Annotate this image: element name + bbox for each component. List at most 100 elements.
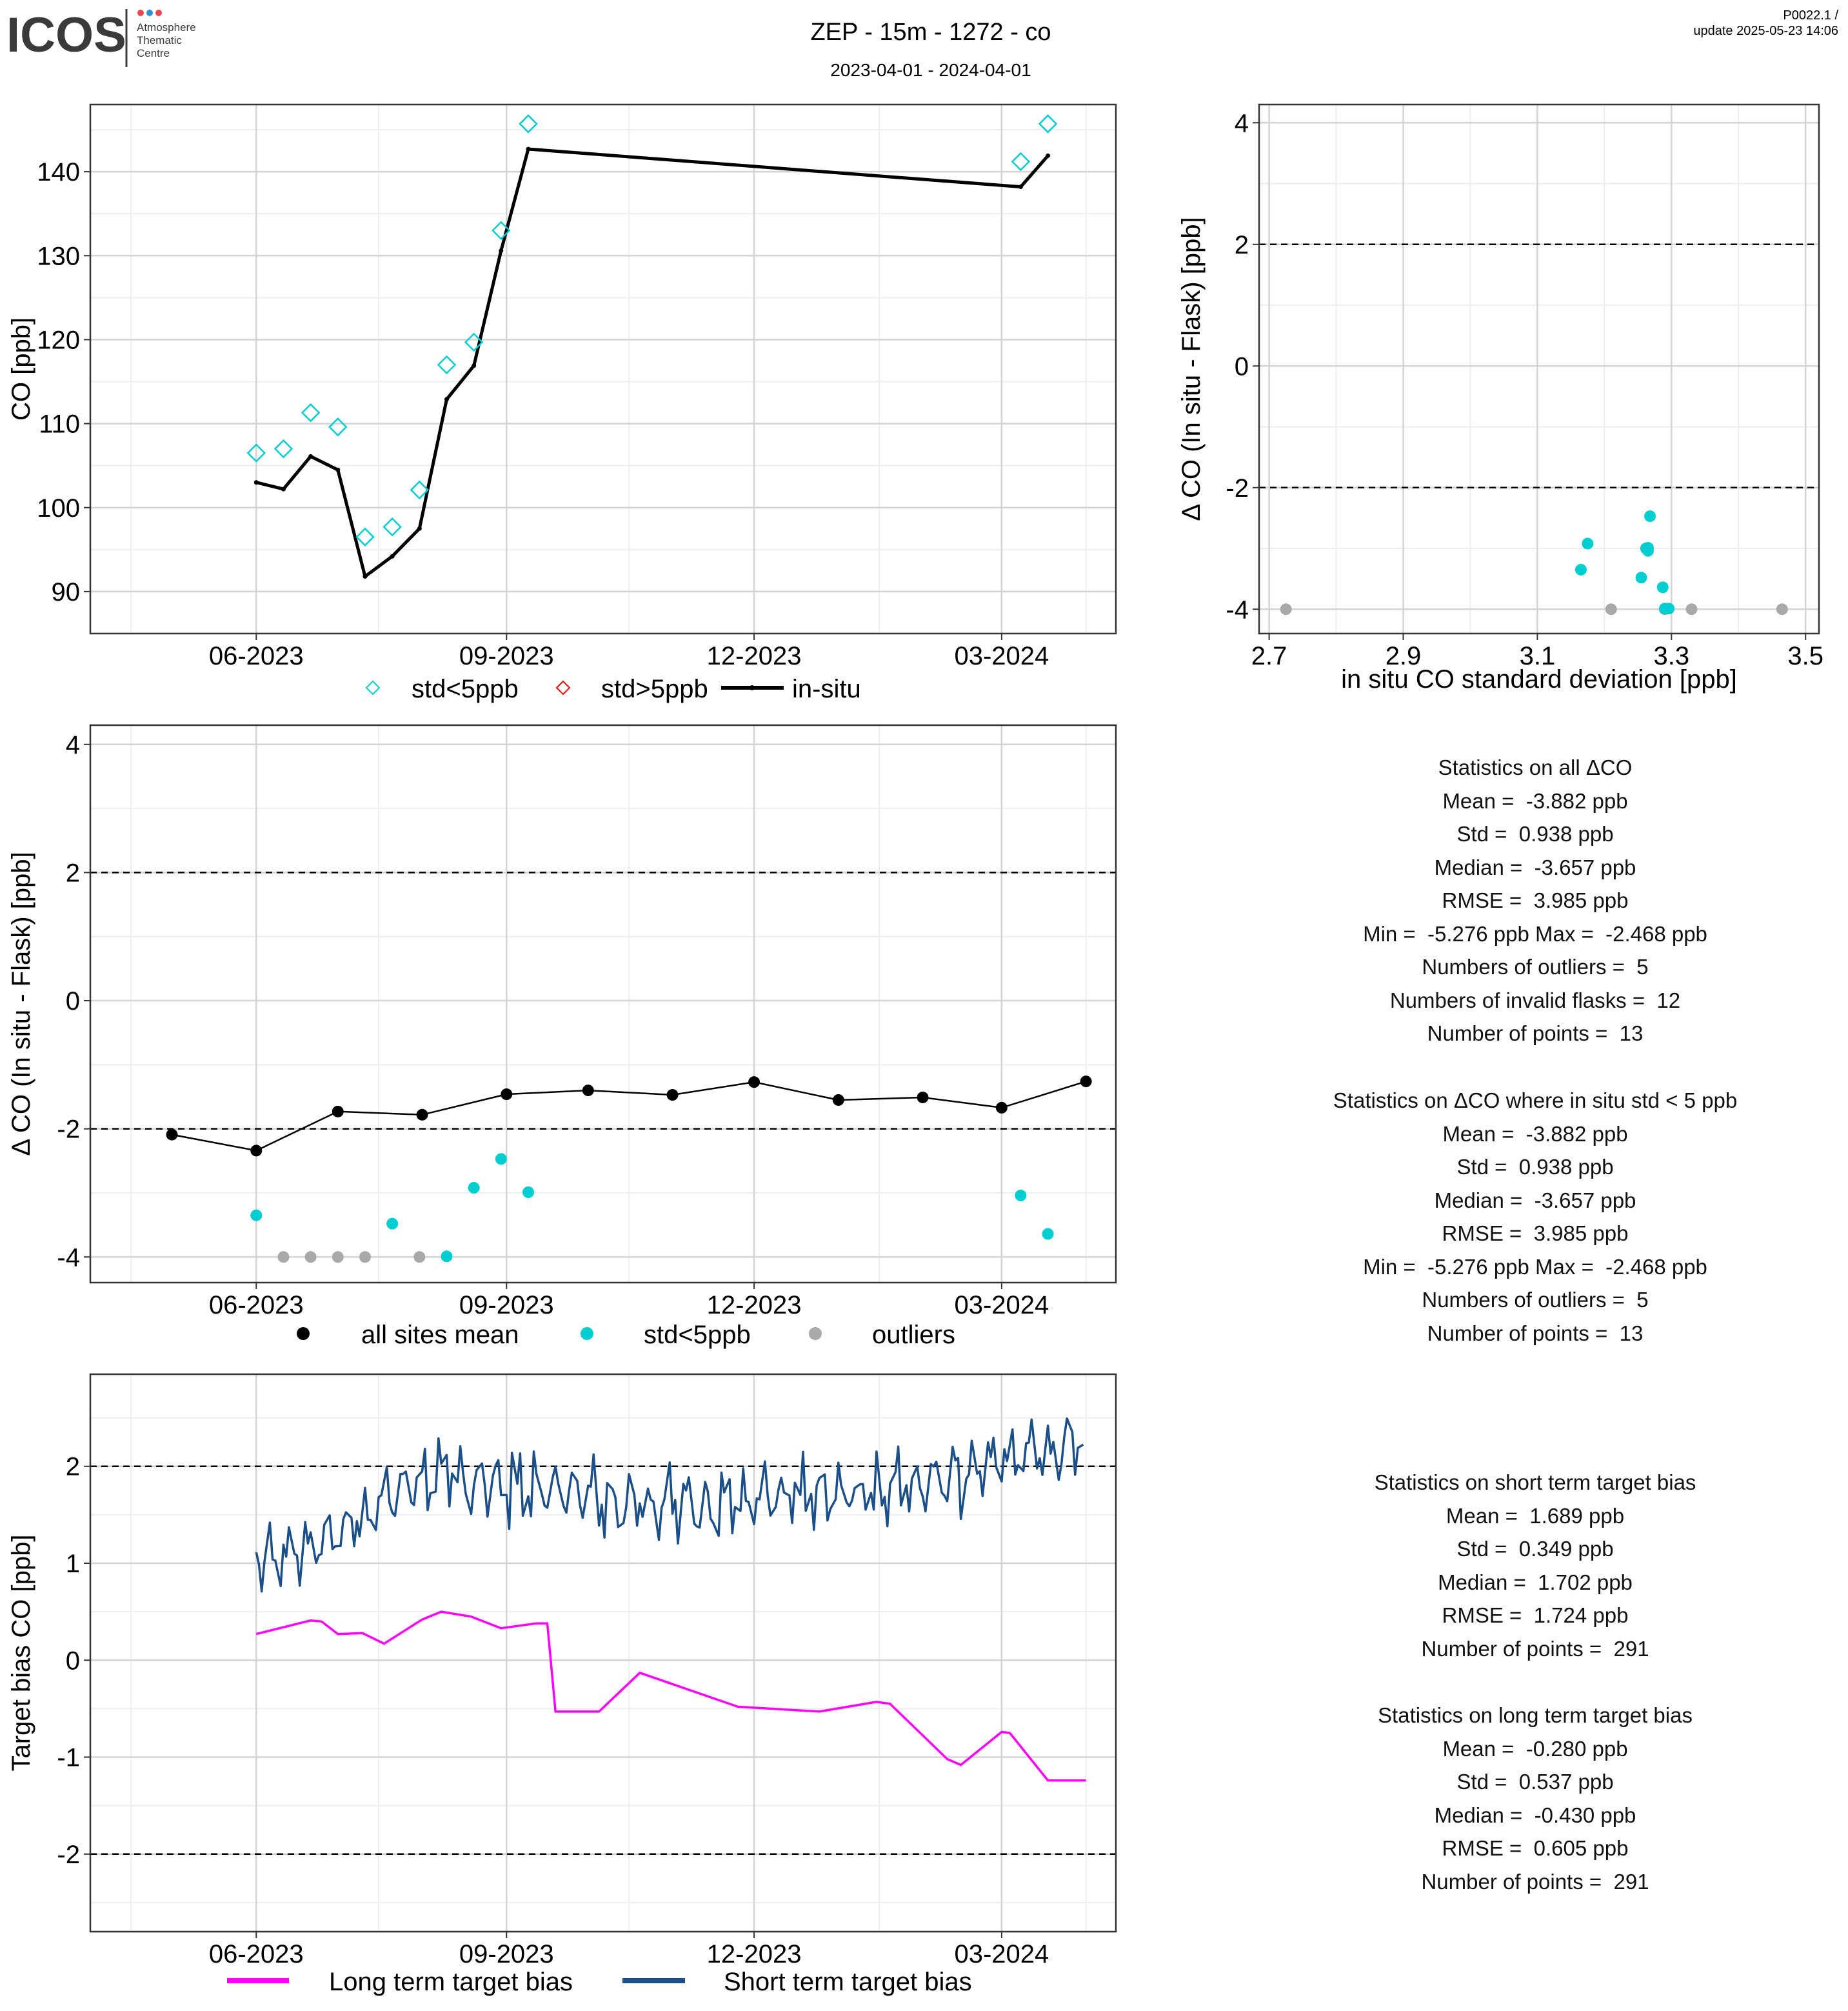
logo-sub-2: Thematic [137, 34, 182, 46]
x-tick-label: 09-2023 [459, 1940, 554, 1968]
point-std-lt-5 [519, 114, 538, 134]
y-tick-label: 140 [37, 158, 80, 186]
point-all-sites-mean [332, 1105, 344, 1117]
point-std-lt-5 [495, 1153, 507, 1165]
y-tick-label: 110 [39, 410, 80, 439]
stats-std5-delta: Statistics on ΔCO where in situ std < 5 … [1226, 1084, 1845, 1350]
point-std-lt-5 [437, 355, 457, 375]
plot-border [89, 103, 1117, 635]
stats-all-rmse: RMSE = 3.985 ppb [1442, 888, 1629, 912]
stats-all-title: Statistics on all ΔCO [1438, 755, 1633, 779]
point-std-lt-5 [1042, 1228, 1054, 1240]
point-std-lt-5 [441, 1250, 453, 1263]
legend-target-bias: Long term target bias Short term target … [227, 1968, 972, 1996]
stats-std5-mean: Mean = -3.882 ppb [1442, 1121, 1628, 1146]
legend-delta-timeseries: all sites mean std<5ppb outliers [297, 1321, 955, 1349]
logo-dot-red [137, 10, 144, 16]
point-std-lt-5 [492, 221, 511, 241]
point-std-lt-5 [246, 443, 266, 463]
stats-long-median: Median = -0.430 ppb [1434, 1803, 1636, 1827]
point-in-situ [390, 554, 395, 559]
x-tick-label: 09-2023 [459, 642, 554, 670]
co-timeseries-panel: 06-2023 09-2023 12-2023 03-2024 90 100 110 120 1… [7, 103, 1117, 670]
x-tick-label: 12-2023 [707, 1940, 802, 1968]
legend-label-all-sites-mean: all sites mean [361, 1321, 519, 1349]
point-all-sites-mean [832, 1094, 844, 1106]
x-axis-label: in situ CO standard deviation [ppb] [1341, 665, 1737, 694]
point-std-lt-5 [1644, 510, 1656, 523]
point-in-situ [1046, 153, 1051, 158]
logo-dot-red-2 [155, 10, 162, 16]
logo-text: ICOS [6, 8, 126, 63]
point-all-sites-mean [582, 1085, 594, 1097]
point-in-situ [335, 467, 341, 472]
point-all-sites-mean [166, 1128, 178, 1141]
point-all-sites-mean [250, 1145, 263, 1157]
chart-title: ZEP - 15m - 1272 - co [810, 19, 1051, 46]
point-std-lt-5 [468, 1182, 480, 1194]
logo-dot-blue [146, 10, 153, 16]
point-std-lt-5 [386, 1217, 399, 1230]
stats-all-invalid: Numbers of invalid flasks = 12 [1389, 988, 1681, 1012]
legend-marker-outliers [809, 1327, 822, 1340]
point-outlier [1685, 603, 1698, 615]
stats-all-mean: Mean = -3.882 ppb [1442, 788, 1628, 813]
legend-label-in-situ: in-situ [792, 675, 861, 703]
point-std-lt-5 [464, 332, 484, 352]
x-tick-label: 3.1 [1520, 642, 1556, 670]
stats-long-title: Statistics on long term target bias [1378, 1703, 1693, 1727]
y-tick-label: 0 [1235, 352, 1249, 381]
legend-label-short-term: Short term target bias [724, 1968, 972, 1996]
x-tick-label: 03-2024 [954, 1940, 1049, 1968]
y-tick-label: 1 [66, 1550, 80, 1578]
point-std-lt-5 [301, 403, 321, 423]
target-bias-panel: 06-2023 09-2023 12-2023 03-2024 -2 -1 0 1 2 Targe… [7, 1373, 1117, 1968]
point-std-lt-5 [1575, 564, 1587, 576]
y-tick-label: 90 [52, 578, 81, 606]
plot-border [89, 1373, 1117, 1933]
point-all-sites-mean [995, 1101, 1008, 1114]
stats-all-std: Std = 0.938 ppb [1456, 822, 1614, 846]
point-in-situ [281, 486, 286, 492]
series-line-all-sites-mean [172, 1081, 1086, 1152]
point-outlier [1776, 603, 1788, 615]
legend-label-outliers: outliers [872, 1321, 955, 1349]
point-std-lt-5 [1582, 537, 1594, 550]
y-axis-label: Δ CO (In situ - Flask) [ppb] [7, 852, 35, 1156]
x-tick-label: 2.7 [1251, 642, 1287, 670]
point-in-situ [417, 526, 422, 531]
x-tick-label: 06-2023 [209, 642, 304, 670]
point-outlier [277, 1251, 290, 1263]
y-tick-label: -2 [57, 1841, 80, 1869]
point-in-situ [363, 574, 368, 579]
point-std-lt-5 [522, 1186, 535, 1198]
point-in-situ [308, 454, 313, 459]
point-outlier [332, 1251, 344, 1263]
point-std-lt-5 [1038, 114, 1058, 134]
point-std-lt-5 [383, 517, 402, 537]
point-outlier [413, 1251, 426, 1263]
stats-std5-median: Median = -3.657 ppb [1434, 1188, 1636, 1212]
point-all-sites-mean [501, 1088, 513, 1101]
point-std-lt-5 [1011, 152, 1031, 172]
y-axis-label: Target bias CO [ppb] [7, 1535, 35, 1772]
point-in-situ [499, 248, 504, 253]
x-tick-label: 06-2023 [209, 1291, 304, 1319]
point-outlier [1605, 603, 1617, 615]
stats-std5-rmse: RMSE = 3.985 ppb [1442, 1221, 1629, 1245]
plot-border [1258, 103, 1820, 635]
point-std-lt-5 [250, 1209, 263, 1221]
delta-vs-std-panel: 2.7 2.9 3.1 3.3 3.5 -4 -2 0 2 4 Δ CO (In situ - Fl… [1177, 103, 1823, 694]
y-axis-label: Δ CO (In situ - Flask) [ppb] [1177, 217, 1206, 521]
stats-all-points: Number of points = 13 [1427, 1021, 1644, 1045]
y-tick-label: 2 [66, 859, 80, 887]
legend-point-in-situ [750, 685, 755, 690]
point-all-sites-mean [416, 1108, 428, 1121]
version-label: P0022.1 / [1783, 8, 1838, 23]
y-tick-label: -2 [57, 1116, 80, 1144]
series-line-short-term [255, 1417, 1084, 1593]
chart-subtitle: 2023-04-01 - 2024-04-01 [830, 60, 1031, 80]
stats-short-mean: Mean = 1.689 ppb [1446, 1503, 1625, 1528]
point-in-situ [253, 480, 259, 485]
